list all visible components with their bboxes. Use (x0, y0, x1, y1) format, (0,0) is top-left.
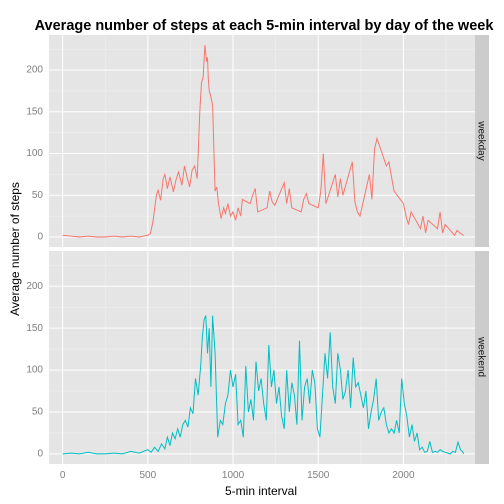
y-tick-labels: 0 50 100 150 200 0 50 100 150 200 (26, 65, 43, 460)
y-tick-label: 0 (37, 449, 43, 460)
y-tick-label: 150 (26, 323, 43, 334)
y-tick-label: 150 (26, 106, 43, 117)
series-line-weekday (62, 44, 465, 238)
strip-label-weekend: weekend (475, 336, 486, 377)
y-tick-label: 100 (26, 148, 43, 159)
y-tick-label: 50 (32, 190, 44, 201)
x-tick-label: 1500 (307, 470, 330, 481)
strip-weekday (475, 35, 489, 247)
panel-weekend: weekend (49, 251, 489, 464)
x-tick-label: 2000 (392, 470, 415, 481)
y-axis-title: Average number of steps (8, 182, 22, 316)
y-tick-label: 200 (26, 65, 43, 76)
x-axis-title: 5-min interval (225, 484, 297, 498)
x-tick-label: 500 (139, 470, 156, 481)
panel-background-weekend (49, 251, 475, 464)
y-tick-label: 0 (37, 232, 43, 243)
strip-weekend (475, 251, 489, 464)
y-tick-label: 50 (32, 407, 44, 418)
x-tick-label: 0 (60, 470, 66, 481)
panel-background-weekday (49, 35, 475, 247)
x-tick-label: 1000 (222, 470, 245, 481)
x-tick-labels: 0 500 1000 1500 2000 (60, 470, 415, 481)
panel-weekday: weekday (49, 35, 489, 247)
y-tick-label: 100 (26, 365, 43, 376)
chart-title: Average number of steps at each 5-min in… (35, 18, 495, 34)
strip-label-weekday: weekday (475, 120, 486, 160)
series-line-weekend (62, 315, 465, 455)
y-tick-label: 200 (26, 281, 43, 292)
